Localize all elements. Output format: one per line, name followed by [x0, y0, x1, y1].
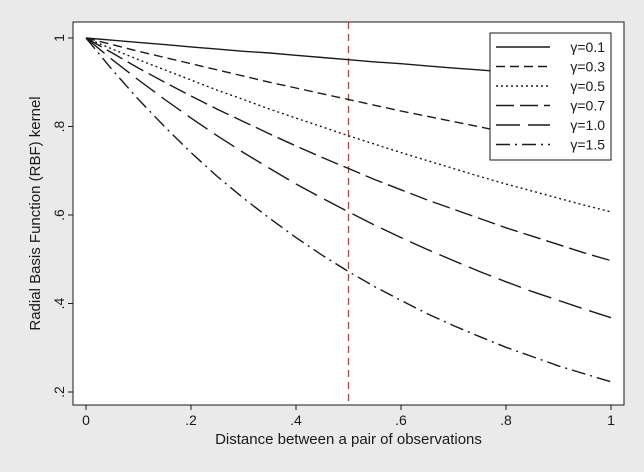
series-line-6 — [85, 37, 612, 383]
y-tick-label: .2 — [51, 386, 67, 398]
y-tick-label: 1 — [51, 34, 67, 42]
legend-box — [489, 32, 612, 161]
x-tick-label: .2 — [185, 412, 197, 428]
legend-label-2: γ=0.3 — [570, 59, 605, 75]
axes: 0 .2 .4 .6 .8 1 .2 .4 .6 .8 1 — [51, 34, 615, 428]
legend: γ=0.1 γ=0.3 γ=0.5 γ=0.7 γ=1.0 γ=1.5 — [489, 32, 612, 161]
y-axis-title: Radial Basis Function (RBF) kernel — [27, 96, 44, 330]
y-tick-label: .6 — [51, 209, 67, 221]
x-tick-label: 0 — [82, 412, 90, 428]
y-tick-label: .4 — [51, 297, 67, 309]
series-line-3 — [85, 37, 612, 213]
x-tick-label: .8 — [500, 412, 512, 428]
x-tick-label: 1 — [607, 412, 615, 428]
series-line-5 — [85, 37, 612, 319]
y-tick-label: .8 — [51, 120, 67, 132]
legend-label-1: γ=0.1 — [570, 39, 605, 55]
x-axis-title: Distance between a pair of observations — [215, 431, 482, 448]
legend-label-3: γ=0.5 — [570, 78, 605, 94]
legend-label-4: γ=0.7 — [570, 98, 605, 114]
x-tick-label: .4 — [290, 412, 302, 428]
x-tick-label: .6 — [395, 412, 407, 428]
legend-label-6: γ=1.5 — [570, 137, 605, 153]
legend-label-5: γ=1.0 — [570, 117, 605, 133]
series-line-4 — [85, 37, 612, 262]
